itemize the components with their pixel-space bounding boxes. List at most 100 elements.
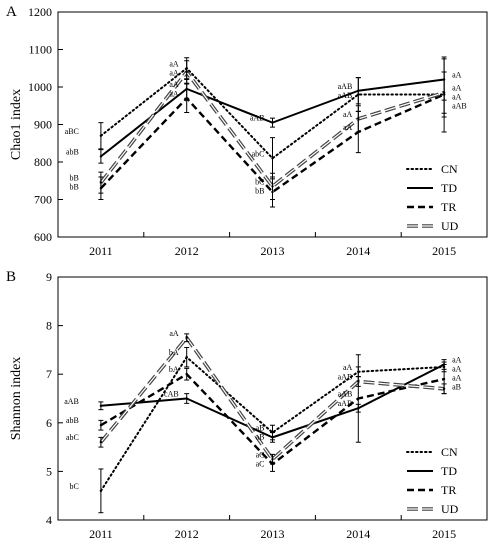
y-axis-label: Chao1 index <box>9 89 24 160</box>
data-point <box>357 380 360 383</box>
significance-label: aB <box>256 433 265 442</box>
data-point <box>442 387 446 390</box>
x-tick-label: 2015 <box>432 244 456 258</box>
chart-panel-b: B 4 5 6 7 8 9 2011 2012 2013 2014 2015 Shannon index… <box>6 269 488 541</box>
series-line <box>100 71 445 187</box>
data-point <box>99 134 103 137</box>
data-point <box>271 185 274 188</box>
x-tick-label: 2014 <box>346 244 370 258</box>
data-point <box>99 404 103 407</box>
significance-label: bB <box>70 174 79 183</box>
significance-label: bC <box>70 482 79 491</box>
significance-label: aA <box>343 110 353 119</box>
significance-label: bA <box>169 365 179 374</box>
series-ud <box>98 60 447 200</box>
legend-label: CN <box>441 445 458 459</box>
significance-label: aAB <box>338 91 353 100</box>
y-tick-label: 1100 <box>28 43 52 57</box>
legend-label: TR <box>441 483 456 497</box>
data-point <box>357 117 360 121</box>
data-point <box>442 377 446 381</box>
plot-frame <box>57 276 488 521</box>
legend-label: TD <box>441 181 457 195</box>
significance-label: aC <box>256 450 265 459</box>
significance-label: aAB <box>452 102 467 111</box>
data-point <box>271 121 274 124</box>
legend: CN TD TR UD <box>406 162 459 233</box>
significance-label: aAB <box>338 390 353 399</box>
data-point <box>271 458 274 461</box>
y-tick-label: 5 <box>46 464 52 478</box>
x-tick-label: 2013 <box>261 527 285 541</box>
significance-label: aAB <box>64 397 79 406</box>
x-tick-label: 2012 <box>175 244 199 258</box>
legend: CN TD TR UD <box>406 445 459 516</box>
panel-letter: B <box>6 269 16 285</box>
significance-label: bB <box>70 183 79 192</box>
significance-label: abB <box>66 416 79 425</box>
significance-label: aC <box>256 459 265 468</box>
significance-label: aA <box>343 363 353 372</box>
significance-label: aAB <box>338 372 353 381</box>
x-tick-label: 2015 <box>432 527 456 541</box>
significance-label: aAB <box>250 114 265 123</box>
data-point <box>185 336 188 339</box>
data-point <box>99 441 103 444</box>
significance-label: bB <box>255 186 264 195</box>
x-tick-label: 2012 <box>175 527 199 541</box>
legend-label: UD <box>441 502 459 516</box>
data-point <box>185 397 188 400</box>
series-line <box>100 373 445 466</box>
legend-label: TR <box>441 200 456 214</box>
data-point <box>271 157 274 160</box>
significance-label: cAB <box>164 390 179 399</box>
significance-label: abB <box>66 147 79 156</box>
data-point <box>271 436 274 439</box>
significance-label: aA <box>169 329 179 338</box>
data-point <box>442 91 446 94</box>
y-tick-label: 700 <box>34 193 52 207</box>
series-cn <box>98 346 447 514</box>
y-tick-label: 9 <box>46 270 52 284</box>
y-axis-label: Shannon index <box>9 357 24 441</box>
data-point <box>99 181 103 184</box>
significance-label: abC <box>66 433 79 442</box>
x-tick-label: 2014 <box>346 527 370 541</box>
series-line <box>100 93 445 194</box>
data-point <box>185 70 188 74</box>
x-tick-label: 2011 <box>89 527 113 541</box>
significance-label: abC <box>252 149 265 158</box>
significance-label: aA <box>169 80 179 89</box>
legend-label: CN <box>441 162 458 176</box>
significance-label: aB <box>256 424 265 433</box>
panel-letter: A <box>6 4 17 20</box>
data-point <box>185 355 188 359</box>
significance-label: bC <box>255 177 264 186</box>
data-point <box>99 424 103 427</box>
series-ud <box>98 333 447 465</box>
significance-label: aA <box>169 59 179 68</box>
significance-label: aAB <box>338 399 353 408</box>
significance-label: bA <box>169 348 179 357</box>
legend-label: UD <box>441 219 459 233</box>
significance-label: aAB <box>338 82 353 91</box>
y-tick-label: 900 <box>34 118 52 132</box>
significance-label: aA <box>169 68 179 77</box>
significance-label: aB <box>452 382 461 391</box>
data-point <box>185 373 188 376</box>
series-line <box>100 337 445 460</box>
series-td <box>98 359 447 443</box>
data-point <box>99 155 103 158</box>
significance-label: aA <box>452 364 462 373</box>
x-tick-label: 2013 <box>261 244 285 258</box>
significance-label: aA <box>452 84 462 93</box>
y-tick-label: 8 <box>46 319 52 333</box>
significance-label: aBC <box>65 127 79 136</box>
y-tick-label: 7 <box>46 367 52 381</box>
significance-label: aA <box>452 71 462 80</box>
y-tick-label: 600 <box>34 230 52 244</box>
significance-label: aA <box>343 123 353 132</box>
y-tick-label: 6 <box>46 416 52 430</box>
y-tick-label: 1200 <box>28 5 52 19</box>
